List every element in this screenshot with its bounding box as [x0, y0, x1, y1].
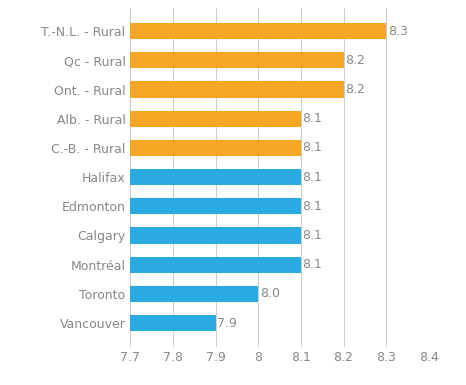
Text: 8.1: 8.1 [302, 141, 322, 154]
Bar [0, 228, 301, 244]
Bar [0, 315, 216, 331]
Bar [0, 257, 301, 273]
Text: 8.1: 8.1 [302, 171, 322, 184]
Text: 8.0: 8.0 [260, 287, 280, 300]
Bar [0, 169, 301, 185]
Bar [0, 82, 343, 97]
Text: 8.1: 8.1 [302, 229, 322, 242]
Bar [0, 140, 301, 156]
Text: 8.2: 8.2 [345, 54, 365, 67]
Bar [0, 198, 301, 214]
Bar [0, 286, 258, 302]
Text: 8.3: 8.3 [388, 25, 408, 38]
Text: 8.2: 8.2 [345, 83, 365, 96]
Text: 8.1: 8.1 [302, 112, 322, 125]
Text: 7.9: 7.9 [218, 316, 237, 330]
Text: 8.1: 8.1 [302, 258, 322, 271]
Bar [0, 23, 386, 39]
Bar [0, 110, 301, 127]
Bar [0, 52, 343, 69]
Text: 8.1: 8.1 [302, 200, 322, 213]
